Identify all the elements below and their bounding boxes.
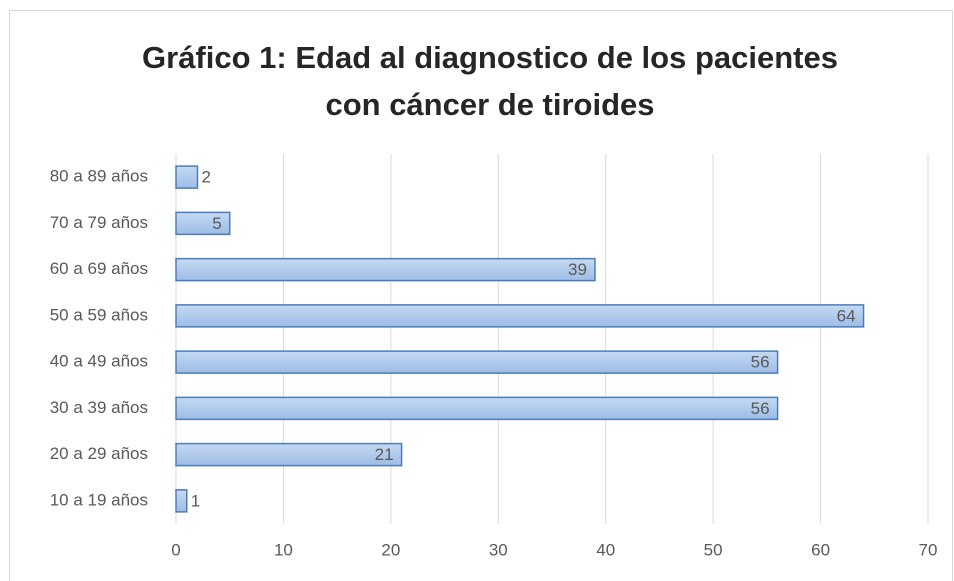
x-tick-label: 60 — [811, 540, 830, 559]
x-tick-label: 10 — [274, 540, 293, 559]
x-tick-label: 40 — [596, 540, 615, 559]
bar — [175, 257, 596, 282]
chart-title: con cáncer de tiroides — [325, 87, 654, 122]
x-tick-label: 0 — [171, 540, 180, 559]
y-tick-label: 50 a 59 años — [50, 305, 148, 324]
data-label: 64 — [837, 306, 856, 325]
x-tick-label: 20 — [381, 540, 400, 559]
bar — [175, 350, 779, 374]
bar — [175, 489, 188, 513]
bar — [175, 165, 199, 189]
chart-title: Gráfico 1: Edad al diagnostico de los pa… — [142, 40, 838, 75]
data-label: 56 — [751, 353, 770, 372]
y-tick-label: 20 a 29 años — [50, 444, 148, 463]
y-tick-label: 60 a 69 años — [50, 259, 148, 278]
x-tick-label: 50 — [704, 540, 723, 559]
data-label: 39 — [568, 260, 587, 279]
x-tick-label: 70 — [919, 540, 938, 559]
data-label: 56 — [751, 399, 770, 418]
bar — [175, 211, 231, 236]
chart-border — [9, 10, 953, 581]
y-tick-label: 80 a 89 años — [50, 167, 148, 186]
data-label: 2 — [201, 168, 210, 187]
y-tick-label: 40 a 49 años — [50, 352, 148, 371]
bar — [175, 396, 779, 421]
y-tick-label: 70 a 79 años — [50, 213, 148, 232]
y-tick-label: 30 a 39 años — [50, 398, 148, 417]
bar — [175, 304, 865, 328]
bar — [175, 442, 403, 467]
data-label: 1 — [191, 491, 200, 510]
x-tick-label: 30 — [489, 540, 508, 559]
data-label: 21 — [375, 445, 394, 464]
data-label: 5 — [212, 214, 221, 233]
y-tick-label: 10 a 19 años — [50, 490, 148, 509]
